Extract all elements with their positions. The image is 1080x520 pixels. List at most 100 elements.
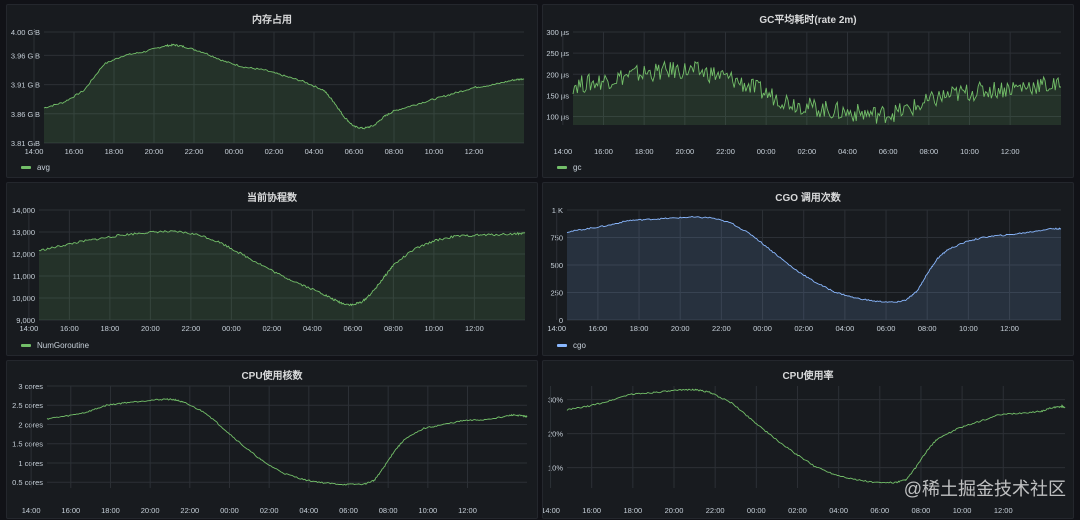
x-tick-label: 10:00 <box>418 506 437 515</box>
x-tick-label: 20:00 <box>145 147 164 156</box>
x-tick-label: 06:00 <box>870 506 889 515</box>
y-tick-label: 300 μs <box>546 28 569 37</box>
legend-label-numgoroutine: NumGoroutine <box>37 341 90 350</box>
y-tick-label: 20% <box>548 430 563 439</box>
x-tick-label: 06:00 <box>879 147 898 156</box>
x-tick-label: 08:00 <box>918 324 937 333</box>
legend-swatch <box>21 166 31 169</box>
x-tick-label: 04:00 <box>838 147 857 156</box>
x-tick-label: 14:00 <box>19 324 38 333</box>
panel-title[interactable]: CPU使用核数 <box>241 371 303 382</box>
x-tick-label: 04:00 <box>835 324 854 333</box>
x-tick-label: 00:00 <box>753 324 772 333</box>
x-tick-label: 22:00 <box>706 506 725 515</box>
y-tick-label: 1.5 cores <box>12 440 43 449</box>
x-tick-label: 16:00 <box>582 506 601 515</box>
x-tick-label: 08:00 <box>912 506 931 515</box>
x-tick-label: 04:00 <box>305 147 324 156</box>
series-line <box>43 43 525 130</box>
legend[interactable]: NumGoroutine <box>21 341 89 350</box>
chart-goroutines: 9,000 10,000 11,000 12,000 13,000 14,000 16:00… <box>12 206 526 333</box>
x-tick-label: 08:00 <box>385 147 404 156</box>
x-tick-label: 08:00 <box>379 506 398 515</box>
x-tick-label: 16:00 <box>61 506 80 515</box>
x-tick-label: 02:00 <box>797 147 816 156</box>
legend[interactable]: cgo <box>557 341 586 350</box>
x-tick-label: 16:00 <box>594 147 613 156</box>
x-tick-label: 14:00 <box>553 147 572 156</box>
x-tick-label: 16:00 <box>588 324 607 333</box>
legend-label-gc: gc <box>573 163 582 172</box>
x-tick-label: 16:00 <box>60 324 79 333</box>
y-tick-label: 3.96 GiB <box>11 51 40 60</box>
x-tick-label: 04:00 <box>303 324 322 333</box>
x-tick-label: 00:00 <box>747 506 766 515</box>
y-tick-label: 30% <box>548 396 563 405</box>
legend[interactable]: gc <box>557 163 581 172</box>
series-area <box>44 44 524 144</box>
x-tick-label: 04:00 <box>299 506 318 515</box>
x-tick-label: 18:00 <box>635 147 654 156</box>
watermark: @稀土掘金技术社区 <box>903 479 1066 499</box>
chart-memory: 3.81 GiB 3.86 GiB 3.91 GiB 3.96 GiB 4.00 GiB… <box>11 28 525 156</box>
y-tick-label: 9,000 <box>16 316 35 325</box>
x-tick-label: 20:00 <box>141 506 160 515</box>
x-tick-label: 22:00 <box>712 324 731 333</box>
panel-title[interactable]: GC平均耗时(rate 2m) <box>759 15 857 26</box>
x-tick-label: 14:00 <box>25 147 44 156</box>
panel-cgo: CGO 调用次数 0 250 500 750 1 K 16:00 18:00 20:00 22:… <box>542 182 1074 356</box>
x-tick-label: 12:00 <box>1001 147 1020 156</box>
x-tick-label: 10:00 <box>424 324 443 333</box>
x-tick-label: 20:00 <box>671 324 690 333</box>
x-tick-label: 22:00 <box>716 147 735 156</box>
y-tick-label: 12,000 <box>12 250 35 259</box>
x-tick-label: 12:00 <box>994 506 1013 515</box>
panel-title[interactable]: CGO 调用次数 <box>775 193 841 204</box>
x-tick-label: 00:00 <box>220 506 239 515</box>
chart-gc: 100 μs 150 μs 200 μs 250 μs 300 μs 16:00 18:00… <box>546 28 1061 156</box>
x-tick-label: 12:00 <box>1000 324 1019 333</box>
y-tick-label: 3.91 GiB <box>11 81 40 90</box>
series-area <box>573 61 1061 125</box>
x-tick-label: 10:00 <box>959 324 978 333</box>
x-tick-label: 12:00 <box>465 147 484 156</box>
x-tick-label: 06:00 <box>345 147 364 156</box>
x-tick-label: 02:00 <box>265 147 284 156</box>
legend-swatch <box>21 344 31 347</box>
x-tick-label: 14:00 <box>543 506 560 515</box>
series-line <box>38 230 526 307</box>
x-tick-label: 18:00 <box>105 147 124 156</box>
x-tick-label: 06:00 <box>339 506 358 515</box>
legend[interactable]: avg <box>21 163 50 172</box>
y-tick-label: 3.86 GiB <box>11 110 40 119</box>
y-tick-label: 3.81 GiB <box>11 139 40 148</box>
panel-gc: GC平均耗时(rate 2m) 100 μs 150 μs 200 μs 250 μs… <box>542 4 1074 178</box>
y-tick-label: 4.00 GiB <box>11 28 40 37</box>
x-tick-label: 02:00 <box>260 506 279 515</box>
legend-label-avg: avg <box>37 163 50 172</box>
series-area <box>39 230 525 320</box>
x-tick-label: 00:00 <box>222 324 241 333</box>
x-tick-label: 02:00 <box>262 324 281 333</box>
panel-title[interactable]: CPU使用率 <box>782 371 834 382</box>
x-tick-label: 06:00 <box>343 324 362 333</box>
panel-title[interactable]: 当前协程数 <box>247 193 297 204</box>
chart-cpu-usage: 10% 20% 30% 16:00 18:00 20:00 22:00 00:00 02:00 0… <box>543 386 1066 515</box>
x-tick-label: 10:00 <box>425 147 444 156</box>
x-tick-label: 10:00 <box>953 506 972 515</box>
y-tick-label: 13,000 <box>12 228 35 237</box>
panel-cpu-usage: CPU使用率 10% 20% 30% 16:00 18:00 20:00 22:00 00:0… <box>542 360 1074 519</box>
y-tick-label: 0.5 cores <box>12 478 43 487</box>
x-tick-label: 18:00 <box>100 324 119 333</box>
series-line <box>572 60 1061 124</box>
x-tick-label: 12:00 <box>458 506 477 515</box>
panel-title[interactable]: 内存占用 <box>252 15 292 26</box>
x-tick-label: 10:00 <box>960 147 979 156</box>
x-tick-label: 04:00 <box>829 506 848 515</box>
panel-memory: 内存占用 3.81 GiB 3.86 GiB 3.91 GiB 3.96 GiB 4.0… <box>6 4 538 178</box>
x-tick-label: 22:00 <box>181 324 200 333</box>
x-tick-label: 18:00 <box>630 324 649 333</box>
panel-cpu-cores: CPU使用核数 0.5 cores 1 cores 1.5 cores 2 cores… <box>6 360 538 519</box>
